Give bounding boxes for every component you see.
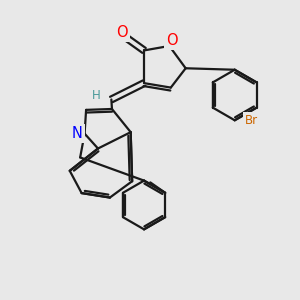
Text: N: N: [72, 126, 83, 141]
Text: O: O: [166, 33, 178, 48]
Text: O: O: [116, 25, 128, 40]
Text: Br: Br: [245, 114, 258, 127]
Text: H: H: [92, 89, 101, 102]
